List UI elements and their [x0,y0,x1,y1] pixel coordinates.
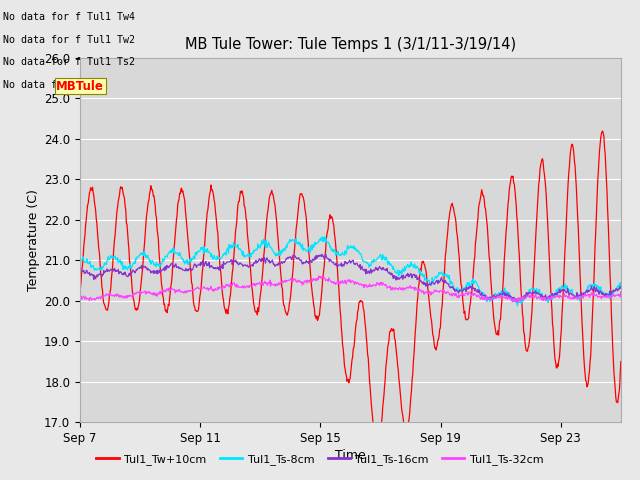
Line: Tul1_Tw+10cm: Tul1_Tw+10cm [80,131,621,445]
Tul1_Tw+10cm [372,443,380,448]
Tul1_Ts-32cm [273,282,280,288]
Tul1_Ts-16cm [617,285,625,291]
Text: No data for f Tul1 Tw4: No data for f Tul1 Tw4 [3,12,135,22]
Tul1_Ts-16cm [204,261,211,267]
Line: Tul1_Ts-16cm: Tul1_Ts-16cm [80,254,621,301]
Tul1_Tw+10cm [273,220,280,226]
Tul1_Ts-8cm [76,259,84,265]
Tul1_Ts-32cm [301,279,309,285]
Tul1_Tw+10cm [301,210,309,216]
Tul1_Ts-8cm [513,303,521,309]
Tul1_Ts-8cm [95,266,103,272]
Line: Tul1_Ts-8cm: Tul1_Ts-8cm [80,237,621,306]
Title: MB Tule Tower: Tule Temps 1 (3/1/11-3/19/14): MB Tule Tower: Tule Temps 1 (3/1/11-3/19… [185,37,516,52]
Tul1_Ts-8cm [204,246,211,252]
Tul1_Tw+10cm [599,128,607,134]
Tul1_Ts-16cm [322,251,330,257]
Tul1_Tw+10cm [204,209,211,215]
Tul1_Ts-8cm [319,234,326,240]
Tul1_Tw+10cm [513,219,521,225]
Tul1_Ts-32cm [617,289,625,295]
X-axis label: Time: Time [335,449,366,462]
Tul1_Ts-32cm [315,273,323,279]
Tul1_Tw+10cm [76,288,84,294]
Tul1_Ts-32cm [95,294,103,300]
Tul1_Tw+10cm [617,359,625,364]
Tul1_Ts-8cm [301,248,309,253]
Tul1_Ts-32cm [76,294,84,300]
Line: Tul1_Ts-32cm: Tul1_Ts-32cm [80,276,621,302]
Tul1_Ts-16cm [514,297,522,302]
Tul1_Ts-8cm [383,257,391,263]
Tul1_Ts-8cm [617,280,625,286]
Tul1_Ts-16cm [301,260,309,266]
Tul1_Ts-32cm [383,285,391,291]
Tul1_Ts-8cm [514,298,522,303]
Tul1_Ts-8cm [273,252,280,258]
Tul1_Ts-16cm [512,299,520,304]
Tul1_Ts-16cm [273,262,280,268]
Tul1_Ts-16cm [383,265,391,271]
Tul1_Tw+10cm [383,353,391,359]
Tul1_Tw+10cm [95,250,103,256]
Tul1_Ts-32cm [513,296,521,301]
Text: MBTule: MBTule [56,80,104,93]
Tul1_Ts-16cm [76,268,84,274]
Tul1_Ts-32cm [204,286,211,292]
Text: No data for f: No data for f [3,80,81,90]
Y-axis label: Temperature (C): Temperature (C) [27,189,40,291]
Tul1_Ts-16cm [95,271,103,277]
Legend: Tul1_Tw+10cm, Tul1_Ts-8cm, Tul1_Ts-16cm, Tul1_Ts-32cm: Tul1_Tw+10cm, Tul1_Ts-8cm, Tul1_Ts-16cm,… [92,450,548,469]
Tul1_Ts-32cm [514,300,522,305]
Text: No data for f Tul1 Tw2: No data for f Tul1 Tw2 [3,35,135,45]
Text: No data for f Tul1 Ts2: No data for f Tul1 Ts2 [3,57,135,67]
